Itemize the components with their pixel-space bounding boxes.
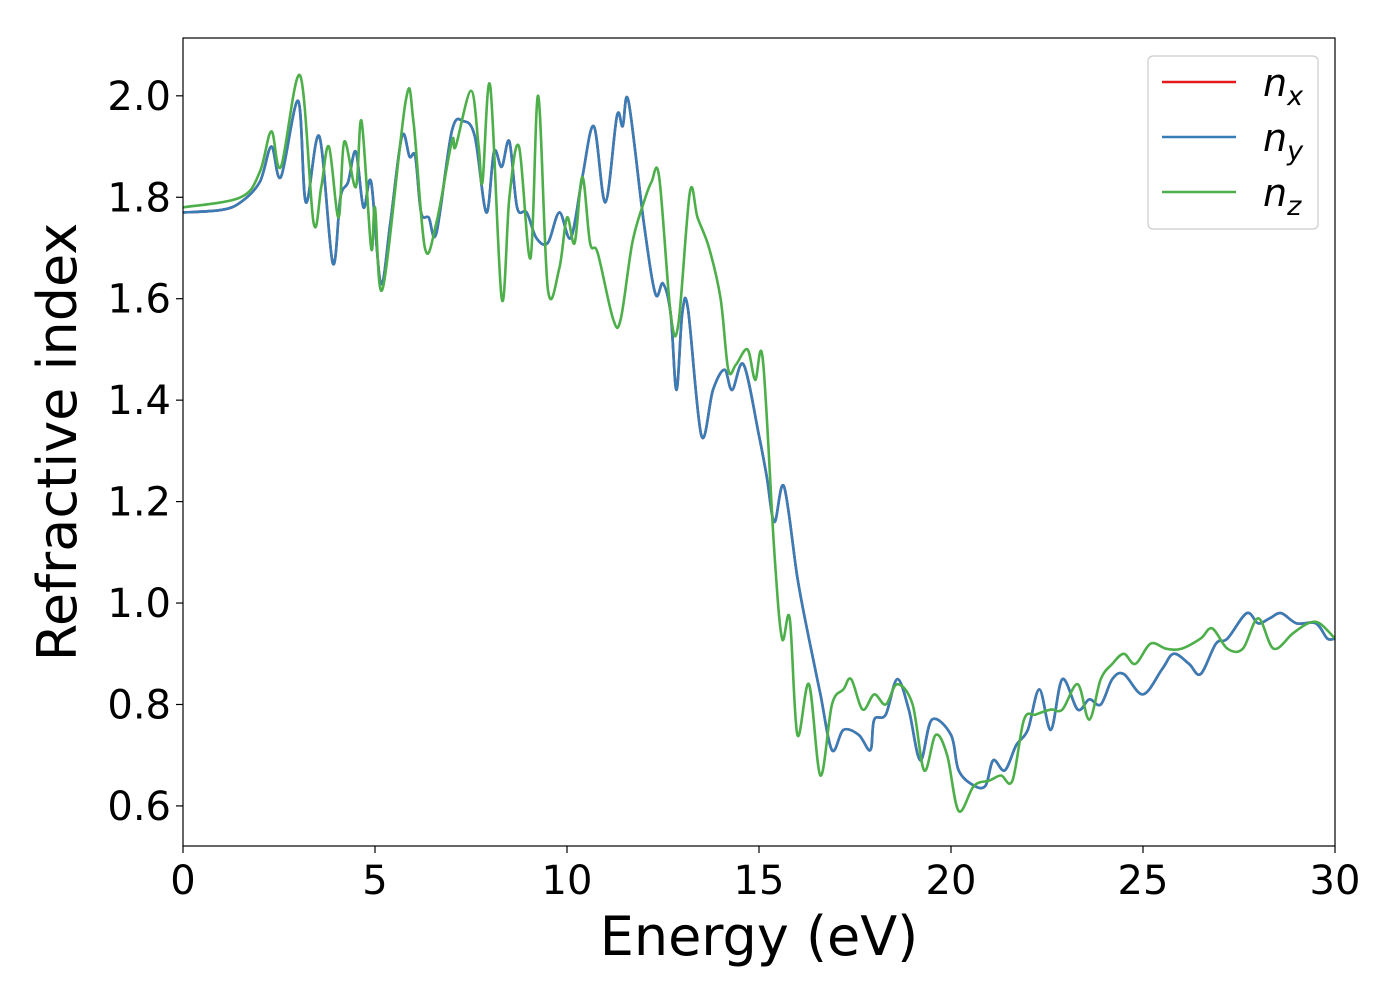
legend-frame bbox=[1147, 55, 1319, 230]
x-tick-label: 0 bbox=[170, 858, 195, 904]
x-axis-label: Energy (eV) bbox=[600, 905, 919, 968]
y-axis-ticks: 0.6 0.8 1.0 1.2 1.4 1.6 1.8 2.0 bbox=[107, 74, 183, 830]
legend-label-n-x: nx bbox=[1263, 61, 1304, 112]
series-layer bbox=[183, 74, 1335, 813]
x-tick-label: 5 bbox=[362, 858, 387, 904]
x-tick-label: 15 bbox=[734, 858, 785, 904]
y-tick-label: 0.6 bbox=[107, 784, 171, 830]
y-tick-label: 1.0 bbox=[107, 581, 171, 627]
legend-label-n-z: nz bbox=[1263, 171, 1302, 222]
y-tick-label: 1.4 bbox=[107, 378, 171, 424]
series-line-n-z bbox=[183, 74, 1335, 813]
legend-label-n-y: ny bbox=[1263, 116, 1304, 167]
x-tick-label: 30 bbox=[1310, 858, 1361, 904]
x-tick-label: 10 bbox=[542, 858, 593, 904]
y-tick-label: 1.8 bbox=[107, 175, 171, 221]
y-tick-label: 2.0 bbox=[107, 74, 171, 120]
x-axis-ticks: 0 5 10 15 20 25 30 bbox=[170, 846, 1360, 904]
x-tick-label: 20 bbox=[926, 858, 977, 904]
y-tick-label: 1.6 bbox=[107, 277, 171, 323]
y-tick-label: 0.8 bbox=[107, 682, 171, 728]
y-tick-label: 1.2 bbox=[107, 480, 171, 526]
x-tick-label: 25 bbox=[1118, 858, 1169, 904]
y-axis-label: Refractive index bbox=[26, 223, 89, 662]
